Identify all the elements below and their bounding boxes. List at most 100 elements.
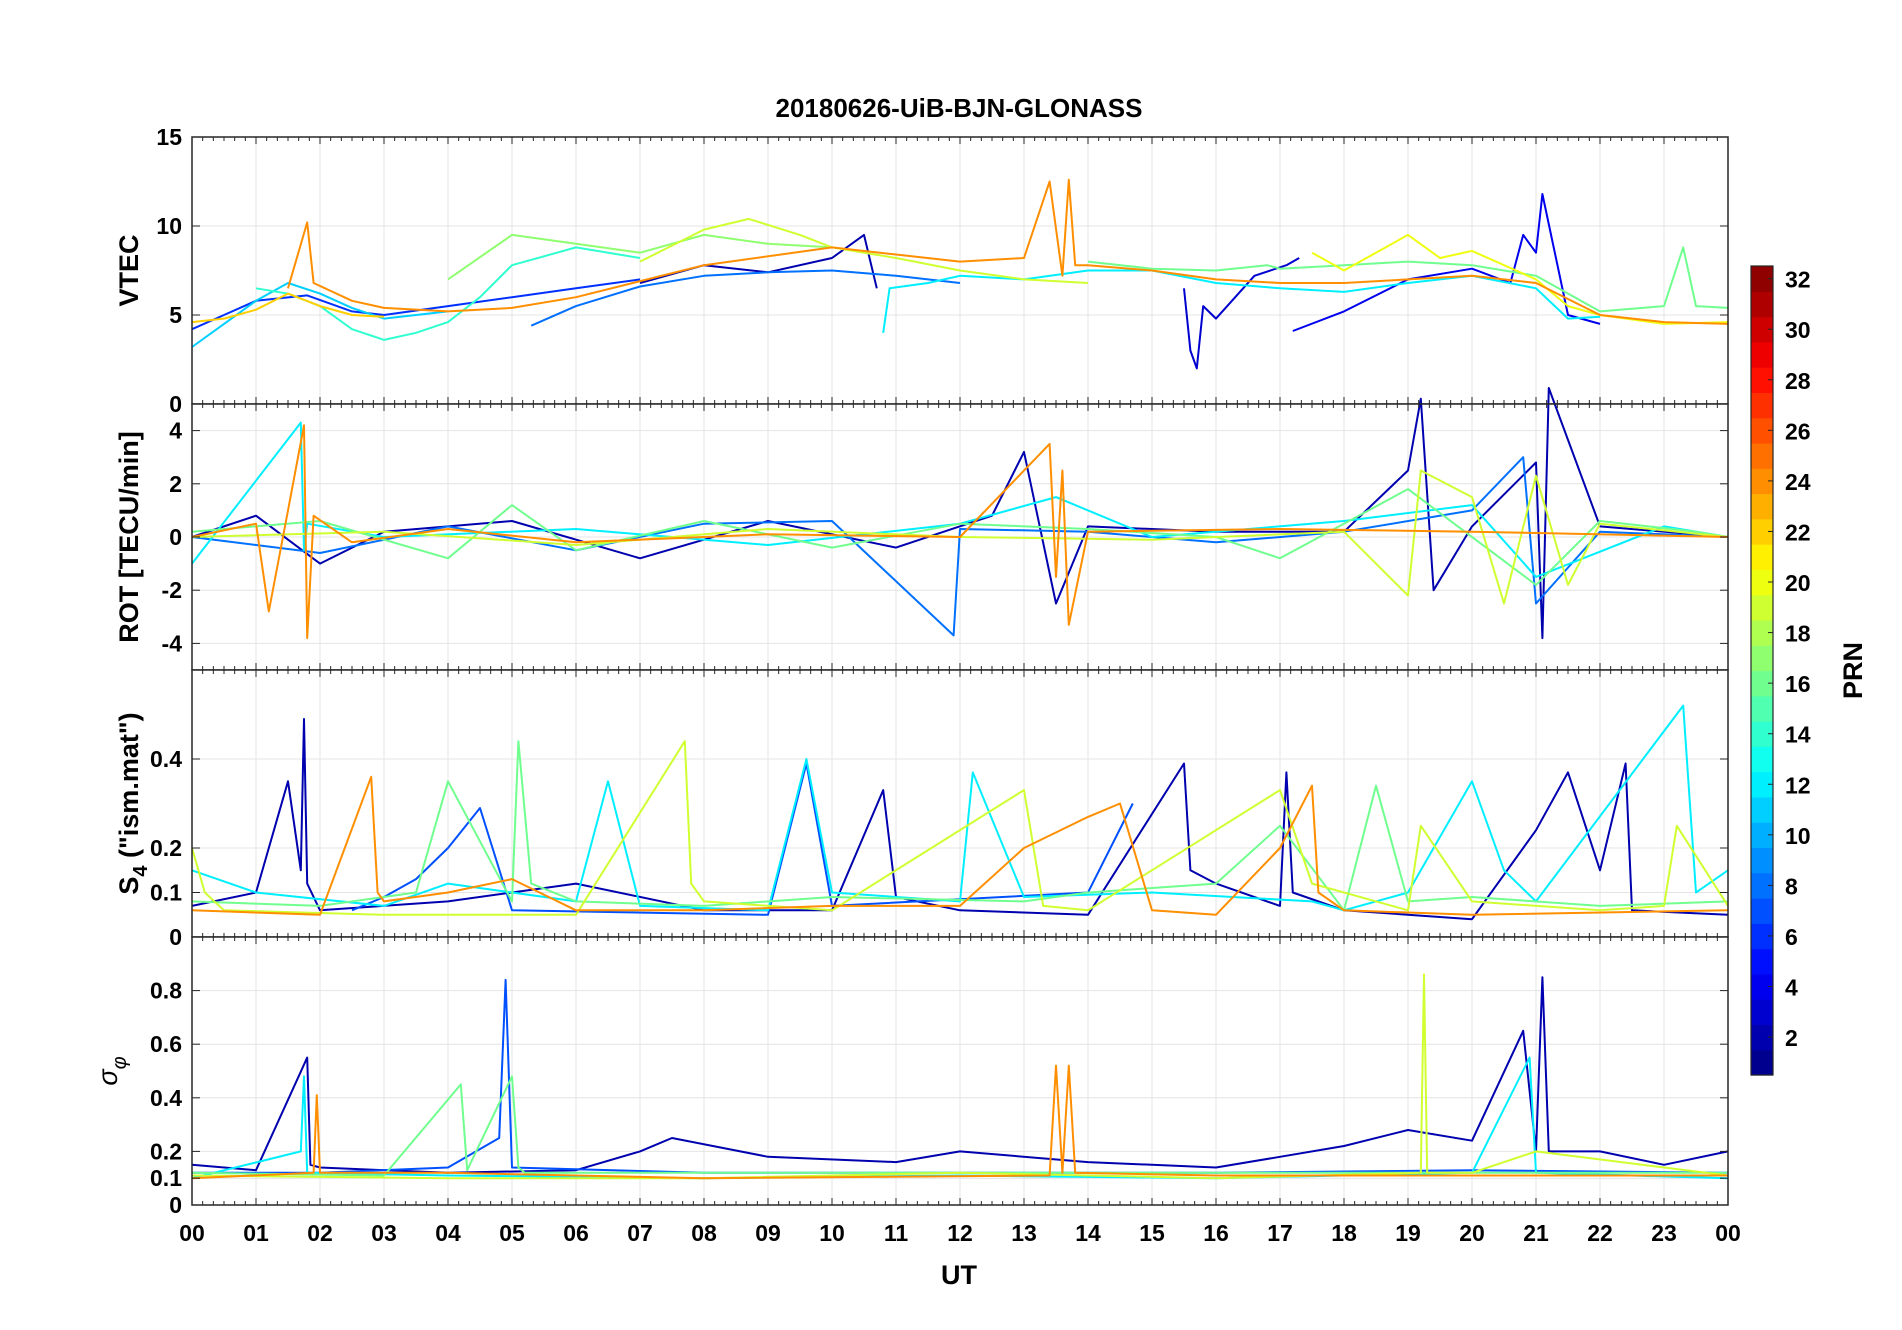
y-tick-label: -2 xyxy=(162,577,182,603)
colorbar-segment xyxy=(1751,923,1773,950)
y-tick-label: 0.4 xyxy=(150,746,182,772)
colorbar-tick-label: 20 xyxy=(1785,570,1811,596)
y-axis-label-sub: 4 xyxy=(130,865,152,877)
panel-1: 0 5 10 15 VTEC xyxy=(114,124,1729,417)
y-tick-label: 0.1 xyxy=(150,1165,182,1191)
y-axis-label: σφ xyxy=(93,1056,131,1085)
panel-3: 00.10.20.4S4 ("ism.mat") xyxy=(114,669,1729,950)
x-tick-label: 10 xyxy=(819,1220,845,1246)
y-axis-label-sub: φ xyxy=(109,1056,131,1069)
x-tick-label: 13 xyxy=(1011,1220,1037,1246)
x-tick-label: 04 xyxy=(435,1220,461,1246)
colorbar-segment xyxy=(1751,847,1773,874)
x-tick-label: 09 xyxy=(755,1220,781,1246)
series-line-prn-4 xyxy=(1292,193,1601,332)
series-line-prn-22 xyxy=(191,292,385,324)
colorbar-segment xyxy=(1751,822,1773,849)
y-tick-label: 2 xyxy=(169,471,182,497)
y-tick-label: 0.8 xyxy=(150,978,182,1004)
colorbar-segment xyxy=(1751,746,1773,773)
colorbar-segment xyxy=(1751,518,1773,545)
x-tick-label: 08 xyxy=(691,1220,717,1246)
panel-4: 00.10.2 0.4 0.6 0.8 σφ xyxy=(93,936,1729,1218)
colorbar-tick-label: 8 xyxy=(1785,873,1798,899)
series-line-prn-24 xyxy=(287,178,1729,325)
series-line-prn-3 xyxy=(1183,257,1300,370)
series-line-prn-2 xyxy=(191,718,1729,921)
x-tick-label: 19 xyxy=(1395,1220,1421,1246)
x-tick-label: 21 xyxy=(1523,1220,1549,1246)
colorbar-tick-label: 26 xyxy=(1785,418,1811,444)
colorbar-tick-label: 4 xyxy=(1785,975,1798,1001)
colorbar-segment xyxy=(1751,721,1773,747)
colorbar-segment xyxy=(1751,417,1773,444)
colorbar-segment xyxy=(1751,670,1773,697)
x-tick-label: 16 xyxy=(1203,1220,1229,1246)
x-tick-label: 17 xyxy=(1267,1220,1293,1246)
colorbar-tick-label: 6 xyxy=(1785,924,1798,950)
series-line-prn-8 xyxy=(191,456,1729,637)
colorbar-segment xyxy=(1751,316,1773,343)
colorbar-segment xyxy=(1751,468,1773,495)
y-axis-label: S4 ("ism.mat") xyxy=(114,712,152,894)
colorbar-segment xyxy=(1751,1049,1773,1076)
y-tick-label: 10 xyxy=(156,213,182,239)
series-line-prn-24 xyxy=(191,1064,1728,1180)
colorbar-segment xyxy=(1751,493,1773,520)
y-axis-label-rest: ("ism.mat") xyxy=(114,712,144,865)
x-tick-label: 00 xyxy=(1715,1220,1741,1246)
series-line-prn-16 xyxy=(191,740,1729,912)
x-tick-label: 01 xyxy=(243,1220,269,1246)
y-tick-label: 4 xyxy=(169,418,182,444)
y-tick-label: 0.2 xyxy=(150,835,182,861)
y-tick-label: 0.4 xyxy=(150,1085,182,1111)
series-line-prn-16 xyxy=(1087,246,1729,313)
y-axis-label: VTEC xyxy=(114,234,144,306)
colorbar-segment xyxy=(1751,619,1773,646)
y-tick-label: 0.1 xyxy=(150,880,182,906)
x-tick-label: 07 xyxy=(627,1220,653,1246)
colorbar-tick-label: 18 xyxy=(1785,621,1811,647)
y-tick-label: 0 xyxy=(169,391,182,417)
series-line-prn-12 xyxy=(882,269,1601,333)
colorbar-segment xyxy=(1751,594,1773,621)
series-line-prn-16 xyxy=(191,1075,1728,1177)
colorbar-segment xyxy=(1751,544,1773,570)
x-tick-label: 02 xyxy=(307,1220,333,1246)
colorbar-tick-label: 28 xyxy=(1785,368,1811,394)
colorbar-segment xyxy=(1751,645,1773,672)
colorbar-tick-label: 2 xyxy=(1785,1025,1798,1051)
series-line-prn-24 xyxy=(191,775,1729,916)
colorbar-segment xyxy=(1751,999,1773,1026)
colorbar-frame xyxy=(1750,265,1774,1076)
colorbar-segment xyxy=(1751,695,1773,722)
colorbar-segment xyxy=(1751,392,1773,419)
series-line-prn-7 xyxy=(351,762,1134,916)
y-axis-label-main: S xyxy=(114,877,144,895)
colorbar-tick-label: 30 xyxy=(1785,317,1811,343)
colorbar-segment xyxy=(1751,1024,1773,1051)
x-tick-label: 00 xyxy=(179,1220,205,1246)
colorbar-segment xyxy=(1751,367,1773,394)
y-tick-label: 0 xyxy=(169,1192,182,1218)
series-line-prn-12 xyxy=(191,704,1729,912)
series-line-prn-2 xyxy=(191,387,1729,640)
y-tick-label: 0 xyxy=(169,524,182,550)
series-line-prn-19 xyxy=(191,973,1729,1180)
colorbar-tick-label: 24 xyxy=(1785,469,1811,495)
colorbar-segment xyxy=(1751,266,1773,292)
x-tick-label: 23 xyxy=(1651,1220,1677,1246)
y-axis-label-main: σ xyxy=(93,1068,123,1086)
panel-2: -4 -2 0 2 4 ROT [TECU/min] xyxy=(114,387,1729,671)
x-tick-label: 20 xyxy=(1459,1220,1485,1246)
colorbar-segment xyxy=(1751,898,1773,924)
colorbar-segment xyxy=(1751,291,1773,318)
y-axis-label: ROT [TECU/min] xyxy=(114,431,144,642)
x-tick-label: 06 xyxy=(563,1220,589,1246)
colorbar-segment xyxy=(1751,948,1773,975)
x-tick-label: 12 xyxy=(947,1220,973,1246)
colorbar-segment xyxy=(1751,442,1773,469)
